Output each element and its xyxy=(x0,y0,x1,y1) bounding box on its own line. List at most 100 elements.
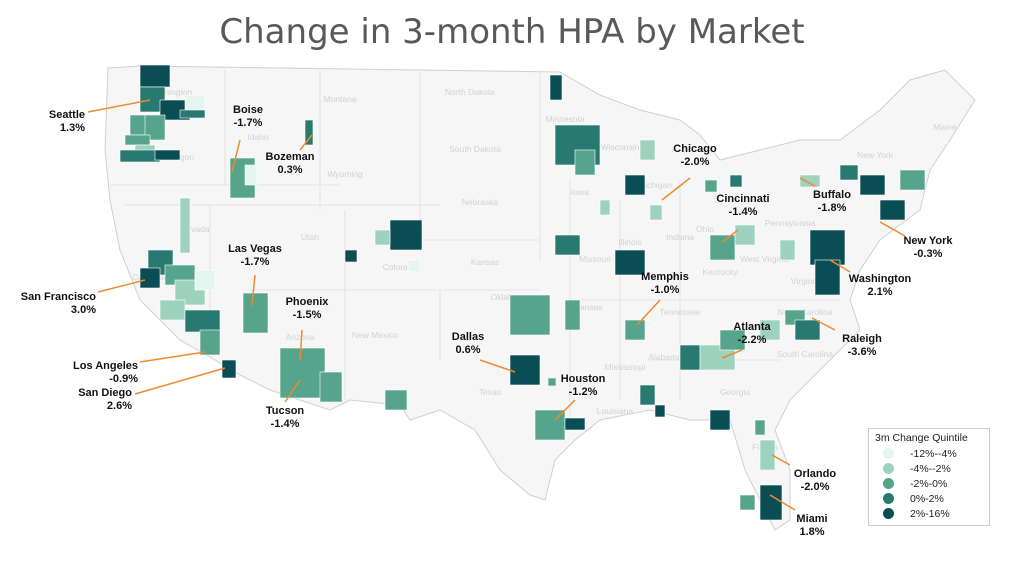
callout-line xyxy=(661,177,691,201)
state-label: Indiana xyxy=(666,232,694,242)
legend-swatch xyxy=(883,508,894,519)
market-region xyxy=(154,149,181,161)
market-name: Phoenix xyxy=(286,296,330,308)
legend-item: 2%-16% xyxy=(875,506,983,521)
market-region xyxy=(624,174,646,196)
state-label: West Virginia xyxy=(740,254,790,264)
callout-line xyxy=(251,274,256,306)
market-region xyxy=(279,347,326,399)
state-label: Texas xyxy=(479,387,501,397)
market-name: Boise xyxy=(233,104,263,116)
market-region xyxy=(799,174,821,188)
market-region xyxy=(554,234,581,256)
market-value: 3.0% xyxy=(71,304,96,316)
market-region xyxy=(759,319,781,341)
market-value: 2.1% xyxy=(867,286,892,298)
market-region xyxy=(547,377,557,387)
market-region xyxy=(794,319,821,341)
callout-line xyxy=(87,99,151,113)
market-region xyxy=(719,329,746,351)
state-label: Kentucky xyxy=(703,267,739,277)
market-name: Houston xyxy=(561,373,606,385)
state-label: Nebraska xyxy=(462,197,499,207)
market-value: -1.7% xyxy=(241,256,270,268)
legend-label: -4%--2% xyxy=(910,462,951,475)
market-value: 1.3% xyxy=(60,122,85,134)
market-value: -1.8% xyxy=(818,202,847,214)
state-label: Wisconsin xyxy=(601,142,640,152)
legend-item: -12%--4% xyxy=(875,446,983,461)
market-name: Cincinnati xyxy=(716,193,769,205)
market-value: -0.9% xyxy=(109,373,138,385)
market-region xyxy=(124,134,151,146)
market-region xyxy=(184,309,221,333)
callout-line xyxy=(721,229,739,243)
callout-line xyxy=(811,317,836,331)
market-region xyxy=(407,259,421,273)
market-region xyxy=(839,164,859,181)
market-value: -1.2% xyxy=(569,386,598,398)
legend-item: 0%-2% xyxy=(875,491,983,506)
market-region xyxy=(199,329,221,356)
market-region xyxy=(304,119,314,146)
legend-item: -2%-0% xyxy=(875,476,983,491)
market-region xyxy=(384,389,408,411)
state-label: Georgia xyxy=(720,387,751,397)
market-name: Memphis xyxy=(641,271,689,283)
market-region xyxy=(759,439,776,471)
market-region xyxy=(859,174,886,196)
market-name: Los Angeles xyxy=(73,360,138,372)
market-value: -2.0% xyxy=(801,481,830,493)
market-value: -1.4% xyxy=(271,418,300,430)
chart-title: Change in 3-month HPA by Market xyxy=(219,12,805,52)
market-region xyxy=(754,419,766,436)
state-label: Virginia xyxy=(791,276,819,286)
state-label: Pennsylvania xyxy=(765,218,816,228)
callout-line xyxy=(879,221,906,237)
state-label: South Dakota xyxy=(449,144,501,154)
state-label: Minnesota xyxy=(545,114,584,124)
state-label: Colorado xyxy=(383,262,418,272)
market-region xyxy=(509,294,551,336)
market-region xyxy=(709,409,731,431)
market-name: Tucson xyxy=(266,405,305,417)
callout-line xyxy=(299,134,313,151)
market-value: -2.2% xyxy=(738,334,767,346)
market-region xyxy=(564,299,581,331)
market-name: Atlanta xyxy=(733,321,771,333)
market-value: -1.7% xyxy=(234,117,263,129)
market-region xyxy=(899,169,926,191)
market-region xyxy=(194,269,216,291)
state-label: Washington xyxy=(148,87,193,97)
market-name: Las Vegas xyxy=(228,243,282,255)
state-label: Montana xyxy=(323,94,356,104)
market-value: -2.0% xyxy=(681,156,710,168)
state-label: Idaho xyxy=(247,132,269,142)
market-name: Bozeman xyxy=(266,151,315,163)
market-region xyxy=(574,149,596,176)
callout-line xyxy=(139,351,206,363)
state-label: Kansas xyxy=(471,257,499,267)
market-region xyxy=(779,239,796,261)
market-region xyxy=(759,484,783,521)
state-label: Tennessee xyxy=(659,307,700,317)
market-region xyxy=(179,109,206,119)
market-region xyxy=(599,199,611,216)
market-name: Raleigh xyxy=(842,333,882,345)
callout-line xyxy=(97,279,146,293)
market-value: -3.6% xyxy=(848,346,877,358)
market-region xyxy=(709,234,736,261)
callout-line xyxy=(721,349,743,359)
market-region xyxy=(242,292,269,334)
market-region xyxy=(704,179,718,193)
market-value: 0.6% xyxy=(455,344,480,356)
market-region xyxy=(389,219,423,251)
market-region xyxy=(649,204,663,221)
state-label: Michigan xyxy=(638,180,672,190)
state-label: Alabama xyxy=(648,352,682,362)
market-region xyxy=(639,384,656,406)
callout-line xyxy=(771,454,791,466)
state-label: Iowa xyxy=(571,187,589,197)
legend-label: -2%-0% xyxy=(910,477,948,490)
